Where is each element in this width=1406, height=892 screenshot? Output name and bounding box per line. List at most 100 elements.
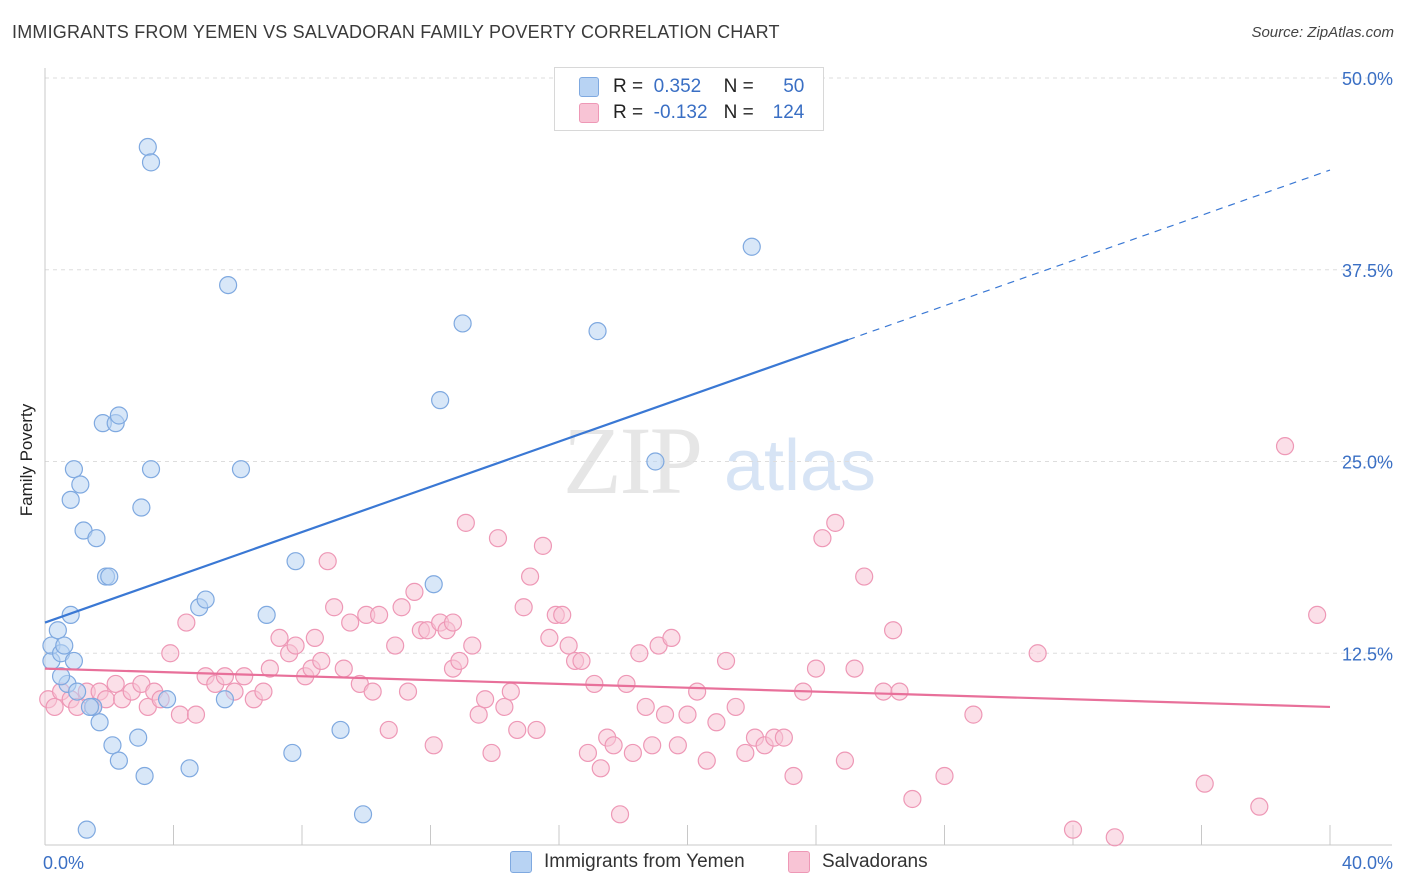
yemen-point [103,736,122,755]
salvadorans-point [662,628,681,648]
watermark-zip: ZIP [563,407,701,514]
yemen-point [742,237,761,256]
salvadorans-point [488,529,508,548]
yemen-point [180,759,199,778]
salvadorans-point [260,659,279,678]
x-tick-label: 0.0% [43,853,84,873]
chart-title: IMMIGRANTS FROM YEMEN VS SALVADORAN FAMI… [12,22,780,42]
yemen-point [215,690,234,709]
salvadorans-point [964,705,983,724]
bottom-legend-label: Immigrants from Yemen [544,851,745,872]
salvadorans-point [736,743,755,763]
yemen-point [353,805,373,824]
salvadorans-point [482,743,501,763]
salvadorans-point [508,720,527,740]
yemen-point [219,275,238,295]
salvadorans-point [813,529,832,548]
salvadorans-point [386,636,405,655]
salvadorans-point [1195,774,1214,793]
salvadorans-point [270,628,289,648]
salvadorans-point [883,621,903,640]
salvadorans-point [697,751,716,770]
salvadorans-point [363,682,382,701]
legend-n-label: N = [723,102,754,123]
yemen-point [138,137,157,157]
source-label: Source: ZipAtlas.com [1251,24,1394,41]
bottom-legend-salvadorans: Salvadorans [788,851,928,873]
salvadorans-point [456,513,475,532]
salvadorans-point [1250,797,1269,816]
salvadorans-point [604,736,623,755]
salvadorans-point [405,582,424,601]
salvadorans-point [610,805,630,824]
yemen-point [61,605,80,625]
y-tick-label: 50.0% [1342,69,1393,89]
salvadorans-point [559,636,578,655]
yemen-point [231,460,251,479]
salvadorans-point [935,766,954,786]
salvadorans-point [643,736,662,755]
salvadorans-trend-line [44,667,1331,709]
yemen-point [283,743,302,763]
salvadorans-point [826,513,845,532]
yemen-point [588,322,607,341]
salvadorans-point [855,567,874,586]
salvadorans-point [186,705,206,724]
tick-labels: 12.5% 25.0% 37.5% 50.0% 0.0% 40.0% [43,69,1393,873]
salvadorans-point [1275,437,1295,456]
watermark: ZIP atlas [563,407,876,514]
yemen-point [132,498,151,517]
legend-n-value: 124 [772,102,805,123]
yemen-point [64,460,84,479]
salvadorans-point [514,598,533,617]
bottom-legend-yemen: Immigrants from Yemen [510,851,745,873]
salvadorans-point [379,720,398,740]
salvadorans-point [533,536,553,555]
salvadorans-point [845,659,864,678]
salvadorans-point [463,636,482,655]
salvadorans-point [476,690,495,709]
yemen-point [80,697,100,717]
trend-lines [44,169,1331,709]
salvadorans-point [655,705,675,724]
yemen-point [286,552,305,571]
salvadorans-point [774,728,793,747]
x-tick-label: 40.0% [1342,853,1393,873]
legend-n-label: N = [723,76,754,97]
legend-row-salvadorans: R = -0.132 N = 124 [579,100,804,126]
yemen-point [64,651,84,671]
salvadorans-point [1105,828,1124,847]
salvadorans-point [617,674,636,694]
y-tick-label: 37.5% [1342,261,1393,281]
salvadorans-point [170,705,190,724]
yemen-point [141,460,161,479]
salvadorans-point [424,736,443,755]
yemen-point [51,667,71,686]
salvadorans-point [45,697,64,717]
legend-swatch-salvadorans [579,103,599,123]
salvadorans-point [572,651,591,671]
salvadorans-point [450,651,469,671]
salvadorans-point [392,598,411,617]
salvadorans-point [177,613,196,632]
salvadorans-point [806,659,826,678]
salvadorans-point [106,674,125,694]
salvadorans-point [341,613,360,632]
yemen-point [431,391,450,410]
yemen-point [453,314,472,333]
salvadorans-point [1308,605,1327,625]
bottom-legend-swatch-yemen [510,851,532,873]
yemen-point [141,153,161,172]
salvadorans-point [318,552,337,571]
salvadorans-point [636,697,655,717]
yemen-points [42,137,761,839]
yemen-point [71,475,90,494]
yemen-point [109,406,128,425]
salvadorans-point [161,644,180,663]
yemen-point [90,713,109,732]
salvadorans-point [501,682,520,701]
yemen-point [135,766,154,786]
salvadorans-point [678,705,697,724]
yemen-point [55,636,74,655]
